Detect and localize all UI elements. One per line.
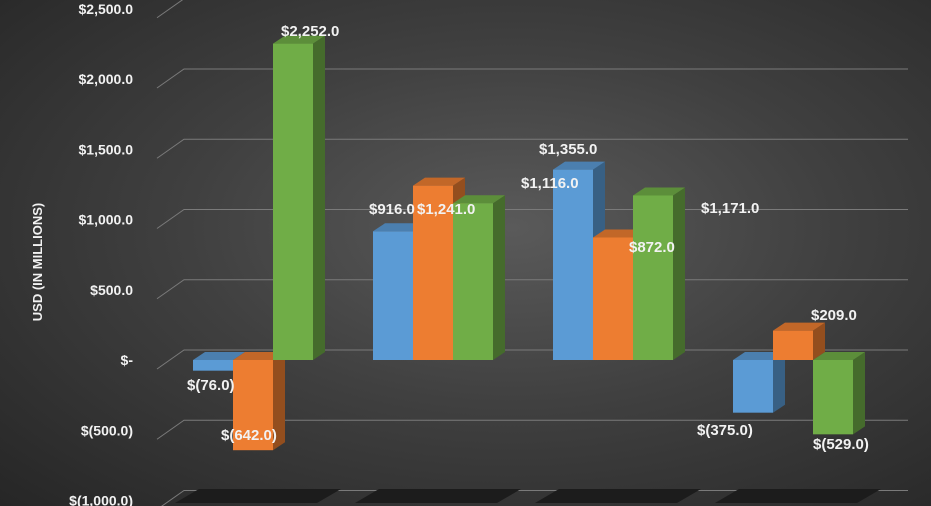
- category-floor: [175, 489, 881, 503]
- data-label: $(76.0): [187, 377, 235, 394]
- y-tick-label: $-: [121, 352, 134, 368]
- gridline: [156, 279, 908, 300]
- bar: [733, 352, 785, 413]
- bar: [813, 352, 865, 435]
- gridline: [156, 209, 908, 229]
- category-slab: [535, 489, 701, 503]
- data-labels: $(76.0) $916.0 $1,355.0 $(375.0) $(642.0) $1,…: [187, 23, 869, 453]
- y-tick-label: $2,500.0: [79, 1, 134, 17]
- bar: [633, 187, 685, 360]
- gridline: [156, 419, 908, 440]
- data-label: $(529.0): [813, 436, 869, 453]
- gridline: [156, 68, 908, 89]
- gridline: [156, 138, 908, 159]
- bar: [773, 322, 825, 360]
- data-label: $1,116.0: [521, 175, 579, 192]
- category-slab: [355, 489, 521, 503]
- y-tick-label: $1,000.0: [79, 212, 134, 228]
- data-label: $2,252.0: [281, 23, 339, 40]
- data-label: $916.0: [369, 201, 415, 218]
- data-label: $1,171.0: [701, 200, 759, 217]
- category-slab: [715, 489, 881, 503]
- y-tick-label: $2,000.0: [79, 71, 134, 87]
- category-slab: [175, 489, 341, 503]
- bar: [233, 352, 285, 451]
- y-axis-ticks: $2,500.0 $2,000.0 $1,500.0 $1,000.0 $500.0 $-…: [69, 1, 133, 506]
- data-label: $(642.0): [221, 427, 277, 444]
- data-label: $(375.0): [697, 422, 753, 439]
- y-tick-label: $(500.0): [81, 422, 133, 438]
- bars: [193, 35, 865, 451]
- y-tick-label: $1,500.0: [79, 141, 134, 157]
- bar: [273, 35, 325, 361]
- data-label: $872.0: [629, 239, 675, 256]
- data-label: $209.0: [811, 307, 857, 324]
- y-tick-label: $500.0: [90, 282, 133, 298]
- data-label: $1,241.0: [417, 201, 475, 218]
- y-axis-title: USD (IN MILLIONS): [30, 203, 45, 321]
- gridline: [156, 0, 184, 19]
- bar: [453, 195, 505, 360]
- y-tick-label: $(1,000.0): [69, 493, 133, 506]
- data-label: $1,355.0: [539, 141, 597, 158]
